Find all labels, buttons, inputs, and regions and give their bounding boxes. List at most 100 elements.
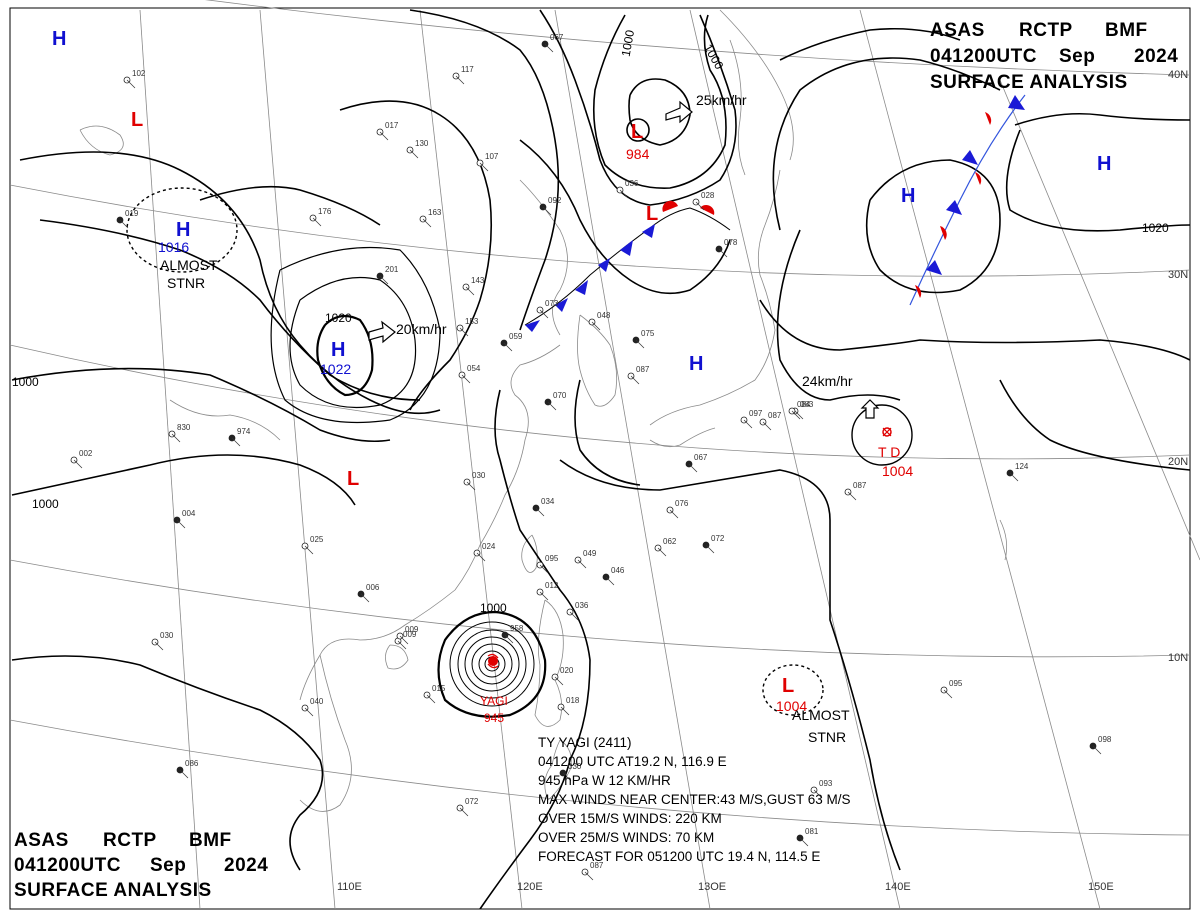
station-pressure: 004 [182, 509, 196, 518]
low-china: L [347, 468, 359, 490]
station-pressure: 036 [625, 179, 639, 188]
station-pressure: 067 [550, 33, 564, 42]
station-wind-barb [705, 544, 715, 554]
station-pressure: 049 [583, 549, 597, 558]
station-pressure: 009 [405, 625, 419, 634]
lon-120e: 120E [517, 881, 543, 893]
station-pressure: 176 [318, 207, 332, 216]
lon-labels: 110E 120E 13OE 140E 150E [337, 881, 1114, 893]
station-wind-barb [554, 676, 564, 686]
header-bl-year: 2024 [224, 855, 268, 876]
station-pressure: 153 [465, 317, 479, 326]
station-pressure: 054 [467, 364, 481, 373]
station-wind-barb [695, 201, 705, 211]
header-tr-title: SURFACE ANALYSIS [930, 72, 1128, 93]
station-pressure: 124 [1015, 462, 1029, 471]
low-1004-pressure: 1004 [776, 698, 807, 714]
station-wind-barb [577, 559, 587, 569]
station-pressure: 072 [465, 797, 479, 806]
station-pressure: 073 [545, 299, 559, 308]
station-pressure: 117 [461, 65, 474, 74]
isobar-label-1020-b: 1020 [1142, 221, 1169, 235]
station-wind-barb [461, 374, 471, 384]
isobar-1022-center [270, 246, 441, 424]
isobar-yagi [437, 610, 547, 718]
station-pressure: 107 [485, 152, 499, 161]
station-wind-barb [657, 547, 667, 557]
station-wind-barb [397, 640, 407, 650]
station-wind-barb [304, 707, 314, 717]
isobar-label-1000-b: 1000 [32, 497, 59, 511]
station-wind-barb [791, 410, 801, 420]
station-wind-barb [539, 309, 549, 319]
high-pac2: H [1097, 153, 1111, 175]
station-pressure: 062 [663, 537, 677, 546]
ty-info-line7: FORECAST FOR 051200 UTC 19.4 N, 114.5 E [538, 849, 820, 864]
station-pressure: 086 [185, 759, 199, 768]
station-pressure: 095 [545, 554, 559, 563]
station-pressure: 974 [237, 427, 251, 436]
station-pressure: 024 [482, 542, 496, 551]
high-1016: H [176, 219, 190, 241]
lat-30n: 30N [1168, 269, 1188, 281]
header-bl-bmf: BMF [189, 830, 232, 851]
station-pressure: 040 [310, 697, 324, 706]
station-wind-barb [847, 491, 857, 501]
station-wind-barb [669, 509, 679, 519]
station-pressure: 046 [611, 566, 625, 575]
station-wind-barb [539, 564, 549, 574]
station-wind-barb [360, 593, 370, 603]
header-bl-rctp: RCTP [103, 830, 157, 851]
station-pressure: 070 [553, 391, 567, 400]
ty-info-line3: 945 hPa W 12 KM/HR [538, 773, 671, 788]
station-pressure: 036 [575, 601, 589, 610]
low-1004: L [782, 675, 794, 697]
station-pressure: 095 [949, 679, 963, 688]
station-pressure: 020 [560, 666, 574, 675]
station-pressure: 076 [675, 499, 689, 508]
ty-info-line1: TY YAGI (2411) [538, 735, 632, 750]
isobar-label-1000-c: 1000 [480, 601, 507, 615]
front-pacific [909, 94, 1026, 306]
station-pressure: 025 [310, 535, 324, 544]
typhoon-info: TY YAGI (2411) 041200 UTC AT19.2 N, 116.… [538, 735, 851, 864]
station-pressure: 009 [403, 630, 417, 639]
station-pressure: 087 [636, 365, 650, 374]
station-pressure: 030 [160, 631, 174, 640]
station-wind-barb [762, 421, 772, 431]
almost-label-1: ALMOST [160, 257, 218, 273]
station-wind-barb [176, 519, 186, 529]
ty-info-line4: MAX WINDS NEAR CENTER:43 M/S,GUST 63 M/S [538, 792, 851, 807]
highs: H H 1016 H 1022 H H H [52, 28, 1111, 377]
station-pressure: 012 [545, 581, 559, 590]
almost-label-2: ALMOST [792, 707, 850, 723]
station-wind-barb [459, 327, 469, 337]
station-wind-barb [799, 837, 809, 847]
high-1022-pressure: 1022 [320, 361, 351, 377]
header-bottom-left: ASAS RCTP BMF 041200UTC Sep 2024 SURFACE… [14, 830, 268, 901]
station-pressure: 018 [566, 696, 580, 705]
ty-info-line5: OVER 15M/S WINDS: 220 KM [538, 811, 722, 826]
station-wind-barb [231, 437, 241, 447]
stnr-label-1: STNR [167, 275, 205, 291]
station-pressure: 163 [428, 208, 442, 217]
ty-info-line6: OVER 25M/S WINDS: 70 KM [538, 830, 714, 845]
station-pressure: 015 [432, 684, 446, 693]
ty-info-line2: 041200 UTC AT19.2 N, 116.9 E [538, 754, 727, 769]
lat-20n: 20N [1168, 456, 1188, 468]
station-pressure: 143 [471, 276, 485, 285]
station-pressure: 002 [79, 449, 93, 458]
station-wind-barb [569, 611, 579, 621]
station-pressure: 093 [819, 779, 833, 788]
dashed-isobars [126, 187, 824, 716]
header-tr-month: Sep [1059, 46, 1095, 67]
station-wind-barb [1009, 472, 1019, 482]
station-pressure: 034 [541, 497, 555, 506]
station-wind-barb [179, 769, 189, 779]
station-wind-barb [544, 43, 554, 53]
map-frame [9, 7, 1191, 910]
station-wind-barb [560, 706, 570, 716]
station-pressure: 075 [641, 329, 655, 338]
high-japan: H [689, 353, 703, 375]
